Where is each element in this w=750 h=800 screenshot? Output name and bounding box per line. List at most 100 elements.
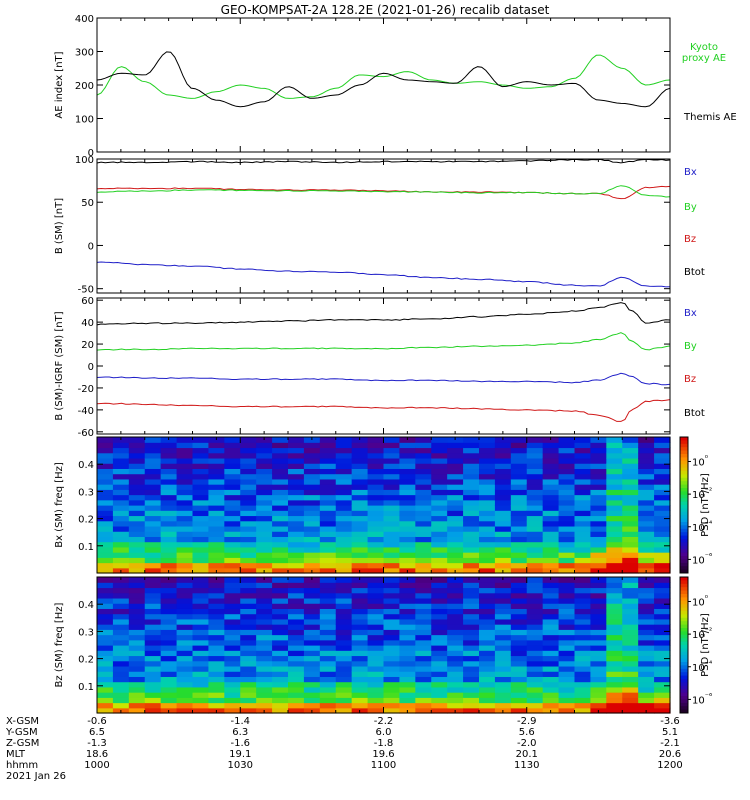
spectrogram-cell <box>399 515 416 522</box>
spectrogram-cell <box>144 629 162 636</box>
spectrogram-cell <box>224 645 241 651</box>
spectrogram-cell <box>558 587 576 594</box>
spectrogram-cell <box>463 624 480 630</box>
colorbar-step <box>680 498 688 503</box>
spectrogram-cell <box>606 629 623 636</box>
spectrogram-cell <box>272 592 289 599</box>
spectrogram-cell <box>654 618 671 625</box>
spectrogram-cell <box>654 660 671 667</box>
spectrogram-cell <box>192 671 210 677</box>
spectrogram-cell <box>494 655 512 662</box>
spectrogram-cell <box>622 587 639 594</box>
spectrogram-cell <box>351 629 369 636</box>
spectrogram-cell <box>526 697 544 704</box>
y-axis-label: B (SM) [nT] <box>54 198 65 254</box>
spectrogram-cell <box>112 536 130 543</box>
spectrogram-cell <box>367 681 385 688</box>
spectrogram-cell <box>160 650 178 657</box>
spectrogram-cell <box>399 505 416 511</box>
colorbar-step <box>680 621 688 626</box>
spectrogram-cell <box>622 702 639 709</box>
spectrogram-cell <box>638 608 655 615</box>
spectrogram-cell <box>303 525 321 532</box>
spectrogram-cell <box>128 697 146 704</box>
spectrogram-cell <box>526 660 544 667</box>
spectrogram-cell <box>303 531 321 537</box>
spectrogram-cell <box>463 457 480 464</box>
spectrogram-cell <box>176 613 194 620</box>
spectrogram-cell <box>542 639 560 646</box>
spectrogram-cell <box>272 447 289 454</box>
spectrogram-cell <box>574 525 592 532</box>
spectrogram-cell <box>160 676 178 683</box>
spectrogram-cell <box>383 499 401 506</box>
spectrogram-cell <box>144 634 162 641</box>
spectrogram-cell <box>256 499 273 506</box>
spectrogram-cell <box>224 665 241 672</box>
spectrogram-cell <box>479 567 496 574</box>
colorbar-step <box>680 477 688 482</box>
spectrogram-cell <box>510 484 528 490</box>
spectrogram-cell <box>494 686 512 693</box>
spectrogram-cell <box>288 665 305 672</box>
spectrogram-cell <box>367 577 385 583</box>
spectrogram-cell <box>463 546 480 553</box>
spectrogram-cell <box>431 557 448 564</box>
spectrogram-cell <box>288 692 305 698</box>
spectrogram-cell <box>256 484 273 490</box>
spectrogram-cell <box>208 457 225 464</box>
spectrogram-cell <box>431 515 448 522</box>
spectrogram-cell <box>542 660 560 667</box>
spectrogram-cell <box>542 505 560 511</box>
spectrogram-cell <box>224 510 241 517</box>
spectrogram-cell <box>192 447 210 454</box>
spectrogram-cell <box>606 618 623 625</box>
spectrogram-cell <box>224 525 241 532</box>
y-tick-label: -40 <box>78 406 94 417</box>
spectrogram-cell <box>256 618 273 625</box>
spectrogram-cell <box>447 541 464 548</box>
spectrogram-cell <box>574 613 592 620</box>
spectrogram-cell <box>335 613 353 620</box>
spectrogram-cell <box>128 577 146 583</box>
spectrogram-cell <box>160 552 178 558</box>
spectrogram-cell <box>208 525 225 532</box>
spectrogram-cell <box>176 577 194 583</box>
spectrogram-cell <box>622 681 639 688</box>
spectrogram-cell <box>463 463 480 469</box>
spectrogram-cell <box>622 665 639 672</box>
spectrogram-cell <box>606 468 623 475</box>
spectrogram-cell <box>288 650 305 657</box>
spectrogram-cell <box>224 457 241 464</box>
spectrogram-cell <box>288 489 305 496</box>
spectrogram-cell <box>415 536 432 543</box>
spectrogram-cell <box>272 442 289 449</box>
spectrogram-cell <box>638 531 655 537</box>
spectrogram-cell <box>256 557 273 564</box>
spectrogram-cell <box>526 603 544 609</box>
spectrogram-cell <box>510 536 528 543</box>
series-line-themis-ae <box>96 51 671 108</box>
spectrogram-cell <box>97 671 114 677</box>
spectrogram-cell <box>622 577 639 583</box>
spectrogram-cell <box>622 567 639 574</box>
spectrogram-cell <box>447 562 464 569</box>
spectrogram-cell <box>272 567 289 574</box>
spectrogram-cell <box>97 624 114 630</box>
spectrogram-cell <box>415 473 432 480</box>
spectrogram-cell <box>415 468 432 475</box>
colorbar-step <box>680 447 688 452</box>
spectrogram-cell <box>272 671 289 677</box>
spectrogram-cell <box>606 681 623 688</box>
ephemeris-date: 2021 Jan 26 <box>6 771 66 782</box>
spectrogram-cell <box>638 645 655 651</box>
spectrogram-cell <box>367 520 385 527</box>
ephemeris-row-label: hhmm <box>6 760 38 771</box>
spectrogram-cell <box>447 515 464 522</box>
spectrogram-cell <box>97 463 114 469</box>
spectrogram-cell <box>367 597 385 604</box>
spectrogram-cell <box>494 515 512 522</box>
